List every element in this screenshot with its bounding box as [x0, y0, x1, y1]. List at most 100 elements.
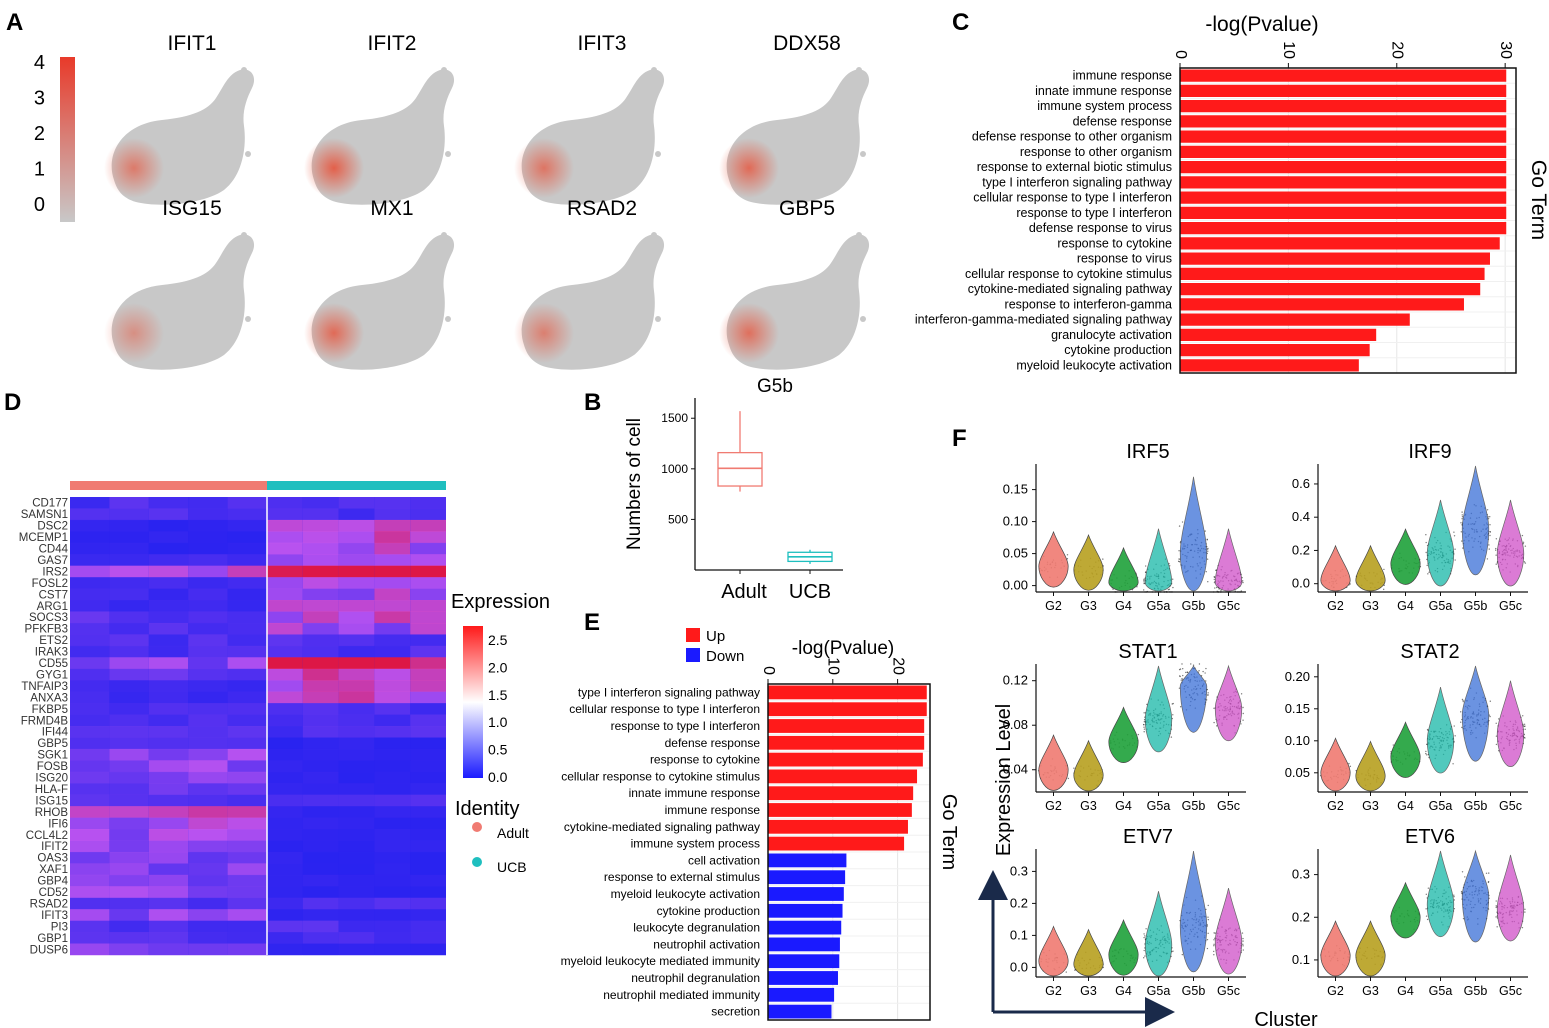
heatmap-cell [410, 703, 446, 715]
x-tick-label: 30 [1497, 41, 1514, 59]
heatmap-cell [338, 874, 375, 887]
heatmap-cell [227, 886, 267, 899]
umap-plot: MX1 [304, 197, 455, 370]
heatmap-cell [267, 726, 303, 738]
heatmap-cell [188, 840, 228, 853]
jitter-point [1495, 743, 1498, 746]
y-axis-title: Expression Level [993, 704, 1015, 856]
heatmap-cell [374, 668, 411, 681]
y-tick-label: 0.00 [1003, 578, 1028, 593]
y-tick-label: 0.4 [1292, 509, 1310, 524]
heatmap-cell [227, 840, 267, 853]
category-label: innate immune response [629, 786, 761, 800]
x-tick-label: G3 [1362, 984, 1379, 998]
heatmap-cell [410, 886, 446, 899]
jitter-point [1425, 752, 1427, 755]
jitter-point [1207, 581, 1209, 583]
umap-expression-hotspot [304, 138, 364, 198]
jitter-point [1495, 735, 1498, 737]
jitter-point [1214, 587, 1216, 589]
heatmap-cell [70, 829, 110, 841]
bar [1180, 359, 1359, 372]
heatmap-cell [267, 932, 303, 944]
category-label: innate immune response [1035, 84, 1172, 98]
panel-label-a: A [6, 9, 23, 36]
jitter-point [1165, 591, 1168, 593]
umap-island [651, 67, 657, 73]
heatmap-cell [267, 634, 303, 647]
heatmap-cell [267, 611, 303, 624]
x-tick-label: 20 [1389, 41, 1406, 59]
jitter-point [1487, 517, 1490, 520]
heatmap-cell [302, 714, 339, 727]
violin [1461, 665, 1490, 762]
y-tick-label: 0.1 [1292, 952, 1310, 967]
heatmap-cell [109, 497, 149, 509]
heatmap-cell [374, 863, 411, 876]
legend-swatch-down [686, 648, 700, 662]
jitter-point [1488, 548, 1490, 550]
bar [768, 870, 846, 885]
category-label: cellular response to type I interferon [973, 191, 1172, 205]
heatmap-cell [374, 829, 411, 841]
jitter-point [1238, 591, 1240, 593]
heatmap-cell [188, 680, 228, 692]
violin-panel: IRF9 0.6 0.4 0.2 0.0 G2 G3 G4 G5a G5b G5c [1292, 441, 1528, 613]
heatmap-cell [267, 497, 303, 509]
heatmap-cell [227, 519, 267, 532]
legend-swatch-up [686, 628, 700, 642]
heatmap-cell [70, 737, 110, 750]
umap-island [245, 316, 251, 322]
jitter-point [1460, 721, 1462, 723]
umap-island [241, 67, 247, 73]
heatmap-cell [302, 634, 339, 647]
panel-label-c: C [952, 9, 969, 36]
jitter-point [1181, 953, 1184, 956]
heatmap-cell [302, 748, 339, 761]
jitter-point [1426, 754, 1428, 756]
heatmap-cell [109, 588, 149, 601]
plot-frame [767, 683, 931, 1021]
heatmap-cell [374, 932, 411, 944]
heatmap-cell [267, 771, 303, 784]
heatmap-cell [188, 634, 228, 647]
row-label: GBP1 [37, 933, 68, 945]
y-tick-label: 0.0 [1010, 959, 1028, 974]
x-tick-label: G4 [1115, 599, 1132, 613]
y-tick-label: 0.3 [1292, 867, 1310, 882]
heatmap-cell [338, 577, 375, 589]
x-tick-label: G5c [1499, 984, 1522, 998]
x-tick-label: G5b [1182, 599, 1206, 613]
heatmap-cell [227, 508, 267, 521]
row-label: DUSP6 [30, 944, 68, 956]
heatmap-cell [70, 703, 110, 715]
heatmap-cell [302, 806, 339, 818]
heatmap-cell [410, 760, 446, 773]
heatmap-cell [148, 897, 189, 910]
jitter-point [1460, 522, 1462, 524]
heatmap-cell [109, 634, 149, 647]
umap-cloud [304, 232, 455, 370]
heatmap-cell [70, 771, 110, 784]
jitter-point [1185, 671, 1187, 674]
violin [1390, 721, 1421, 778]
jitter-point [1425, 893, 1428, 896]
jitter-point [1236, 591, 1239, 593]
category-label: cytokine-mediated signaling pathway [968, 282, 1173, 296]
row-label: ARG1 [37, 601, 68, 613]
x-tick-label: G5a [1147, 984, 1171, 998]
jitter-point [1426, 918, 1429, 921]
y-tick-label: 0.6 [1292, 476, 1310, 491]
category-label: defense response to other organism [972, 130, 1172, 144]
umap-cloud [514, 232, 665, 370]
heatmap-cell [374, 909, 411, 921]
x-tick-label: G2 [1045, 984, 1062, 998]
jitter-point [1204, 530, 1206, 532]
bar [1180, 298, 1464, 311]
heatmap-cell [338, 897, 375, 910]
y-tick-label: 0.2 [1292, 909, 1310, 924]
violin [1461, 849, 1490, 943]
heatmap-cell [109, 748, 149, 761]
jitter-point [1143, 582, 1145, 585]
x-tick-label: G5b [1182, 799, 1206, 813]
